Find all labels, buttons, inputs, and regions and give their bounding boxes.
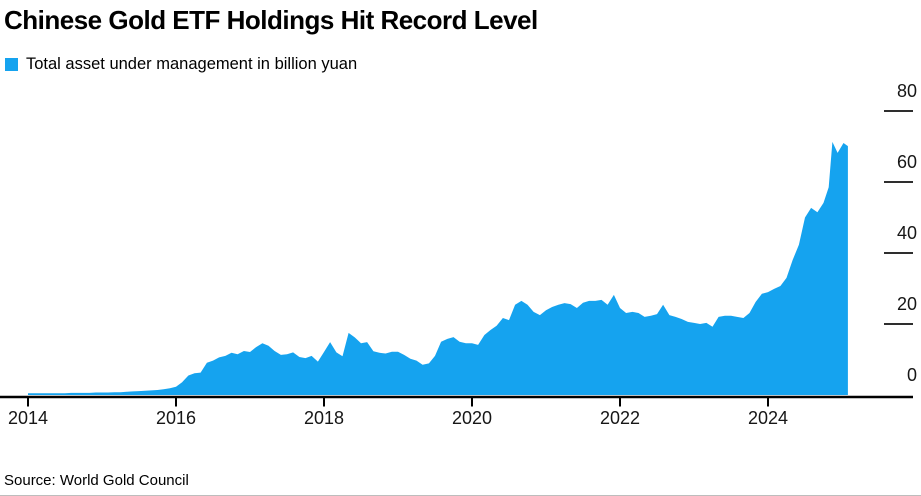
x-tick-label-2024: 2024 xyxy=(748,408,788,428)
y-tick-label-0: 0 xyxy=(907,365,917,385)
x-tick-label-2018: 2018 xyxy=(304,408,344,428)
y-tick-label-80: 80 xyxy=(897,81,917,101)
aum-area-series xyxy=(28,141,848,395)
source-attribution: Source: World Gold Council xyxy=(4,472,189,489)
x-tick-label-2014: 2014 xyxy=(8,408,48,428)
x-tick-label-2022: 2022 xyxy=(600,408,640,428)
y-tick-label-60: 60 xyxy=(897,152,917,172)
chart-legend: Total asset under management in billion … xyxy=(5,54,357,74)
x-tick-label-2020: 2020 xyxy=(452,408,492,428)
chart-title: Chinese Gold ETF Holdings Hit Record Lev… xyxy=(4,5,538,35)
y-tick-label-20: 20 xyxy=(897,294,917,314)
legend-color-swatch xyxy=(5,57,18,71)
y-tick-label-40: 40 xyxy=(897,223,917,243)
x-tick-label-2016: 2016 xyxy=(156,408,196,428)
legend-label: Total asset under management in billion … xyxy=(26,54,358,73)
